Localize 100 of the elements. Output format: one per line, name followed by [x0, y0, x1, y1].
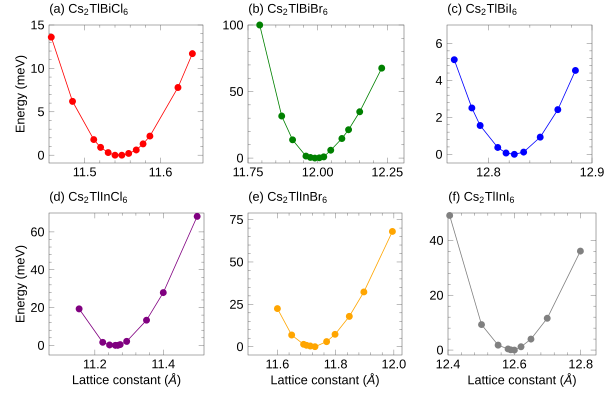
- point: [118, 152, 126, 159]
- point: [536, 134, 544, 141]
- point: [356, 108, 364, 116]
- point: [174, 84, 182, 91]
- point: [140, 140, 147, 148]
- point: [510, 150, 518, 158]
- point: [112, 152, 118, 159]
- point: [494, 342, 502, 349]
- chart-title: (b) Cs$_{2}$TlBiBr$_{6}$: [249, 4, 328, 16]
- point: [311, 343, 318, 350]
- x-tick-label: 11.6: [266, 359, 289, 368]
- y-tick-label: 0: [436, 150, 442, 159]
- x-tick-label: 11.8: [324, 359, 347, 368]
- point: [528, 336, 534, 343]
- y-axis-title: Energy (meV): [15, 246, 28, 322]
- y-tick-label: 0: [236, 154, 244, 163]
- chart-title: (e) Cs$_{2}$TlInBr$_{6}$: [249, 192, 327, 204]
- y-tick-label: 100: [223, 20, 244, 30]
- point: [520, 148, 528, 156]
- y-tick-label: 4: [436, 76, 442, 85]
- point: [323, 338, 330, 346]
- point: [338, 135, 346, 142]
- x-tick-label: 12.4: [436, 359, 460, 368]
- x-tick-label: 12.8: [569, 359, 593, 368]
- y-tick-label: 0: [436, 346, 444, 355]
- x-axis-title: Lattice constant (Å): [468, 373, 576, 387]
- y-tick-label: 50: [230, 257, 244, 266]
- x-tick-label: 12.6: [503, 359, 526, 368]
- point: [188, 50, 196, 58]
- x-axis-title: Lattice constant (Å): [271, 373, 379, 387]
- y-tick-label: 0: [38, 340, 44, 350]
- point: [572, 66, 579, 74]
- point: [518, 343, 524, 350]
- y-tick-label: 10: [31, 64, 44, 73]
- point: [132, 146, 140, 154]
- point: [194, 212, 201, 220]
- x-tick-label: 12.00: [302, 167, 333, 176]
- point: [97, 144, 104, 151]
- point: [450, 56, 458, 64]
- point: [99, 338, 106, 346]
- y-tick-label: 40: [430, 236, 444, 245]
- point: [90, 136, 98, 144]
- point: [378, 64, 386, 72]
- point: [332, 330, 339, 338]
- point: [76, 305, 83, 312]
- point: [278, 112, 286, 120]
- x-tick-label: 12.9: [580, 167, 604, 176]
- point: [327, 146, 334, 154]
- y-tick-label: 2: [436, 112, 442, 122]
- point: [554, 106, 562, 114]
- point: [289, 136, 296, 144]
- point: [388, 228, 396, 235]
- y-tick-label: 75: [230, 215, 243, 224]
- y-tick-label: 6: [436, 38, 442, 48]
- x-tick-label: 11.5: [74, 167, 96, 176]
- point: [346, 312, 353, 320]
- point: [48, 34, 55, 41]
- x-tick-label: 11.6: [150, 167, 172, 176]
- y-tick-label: 50: [230, 87, 244, 96]
- x-tick-label: 11.2: [84, 359, 106, 368]
- y-axis-title: Energy (meV): [15, 56, 28, 132]
- point: [256, 22, 264, 28]
- point: [478, 321, 485, 328]
- x-tick-label: 11.75: [234, 167, 263, 176]
- point: [160, 289, 167, 296]
- point: [69, 98, 76, 105]
- x-tick-label: 12.0: [382, 359, 406, 368]
- point: [143, 316, 150, 324]
- x-tick-label: 12.8: [477, 167, 500, 176]
- point: [288, 332, 296, 338]
- point: [468, 104, 476, 112]
- point: [476, 122, 484, 129]
- x-axis-title: Lattice constant (Å): [72, 373, 180, 387]
- point: [146, 132, 154, 140]
- point: [360, 288, 368, 296]
- chart-title: (c) Cs$_{2}$TlBiI$_{6}$: [448, 4, 517, 16]
- point: [345, 126, 352, 134]
- point: [494, 144, 502, 151]
- point: [502, 150, 510, 156]
- point: [125, 150, 132, 157]
- y-tick-label: 20: [430, 290, 444, 300]
- y-tick-label: 20: [31, 303, 44, 312]
- point: [106, 342, 114, 348]
- x-tick-label: 11.4: [152, 359, 175, 368]
- point: [123, 338, 130, 345]
- y-tick-label: 0: [38, 150, 44, 160]
- x-tick-label: 12.25: [372, 167, 403, 176]
- y-tick-label: 5: [38, 107, 44, 116]
- point: [446, 212, 454, 219]
- point: [544, 314, 551, 322]
- y-tick-label: 60: [31, 227, 44, 236]
- chart-title: (d) Cs$_{2}$TlInCl$_{6}$: [50, 192, 127, 204]
- point: [576, 248, 584, 255]
- point: [274, 305, 281, 312]
- point: [104, 149, 112, 156]
- y-tick-label: 0: [236, 342, 244, 352]
- y-tick-label: 40: [30, 265, 44, 274]
- point: [320, 153, 328, 160]
- chart-title: (a) Cs$_{2}$TlBiCl$_{6}$: [50, 4, 128, 16]
- y-tick-label: 25: [230, 300, 243, 309]
